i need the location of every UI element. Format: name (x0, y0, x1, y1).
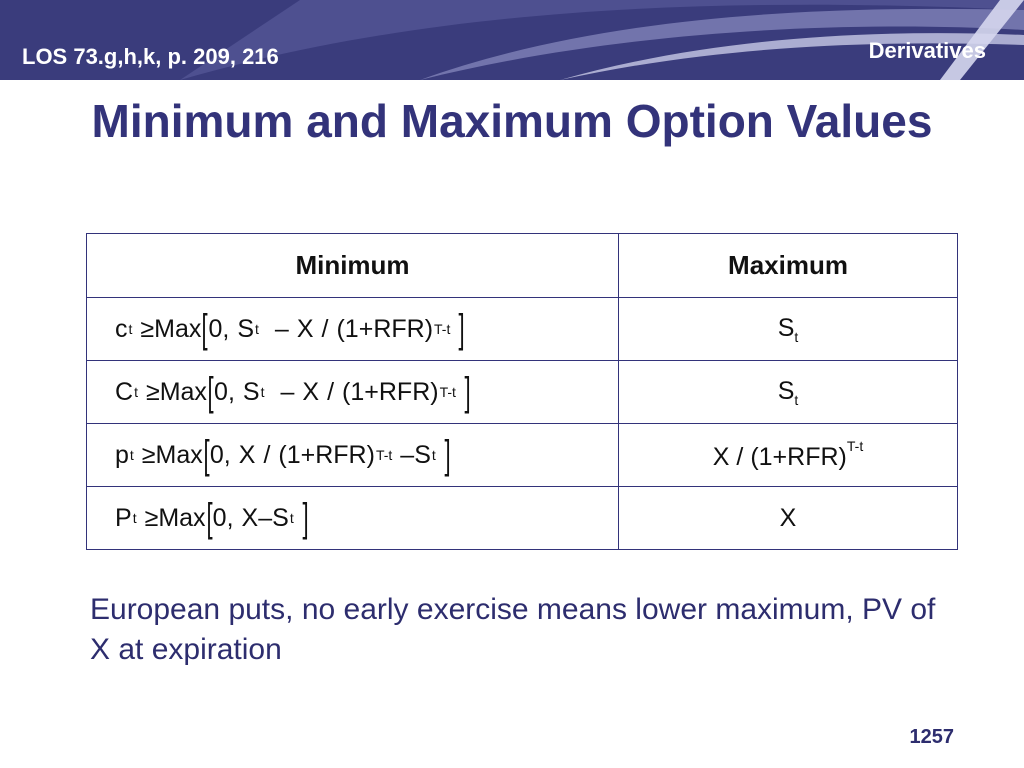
max-cell: St (618, 360, 958, 424)
explanation-text: European puts, no early exercise means l… (90, 593, 936, 666)
header-banner: LOS 73.g,h,k, p. 209, 216 Derivatives (0, 0, 1024, 80)
header-maximum: Maximum (618, 233, 958, 298)
header-minimum: Minimum (86, 233, 619, 298)
los-reference: LOS 73.g,h,k, p. 209, 216 (22, 44, 279, 69)
slide-title: Minimum and Maximum Option Values (91, 95, 933, 147)
max-cell: St (618, 297, 958, 361)
table-header-row: Minimum Maximum (86, 233, 958, 298)
max-cell: X (618, 486, 958, 550)
max-cell: X / (1+RFR)T-t (618, 423, 958, 487)
section-label: Derivatives (868, 38, 986, 63)
page-number: 1257 (909, 726, 955, 748)
banner-swoosh (180, 0, 1024, 80)
